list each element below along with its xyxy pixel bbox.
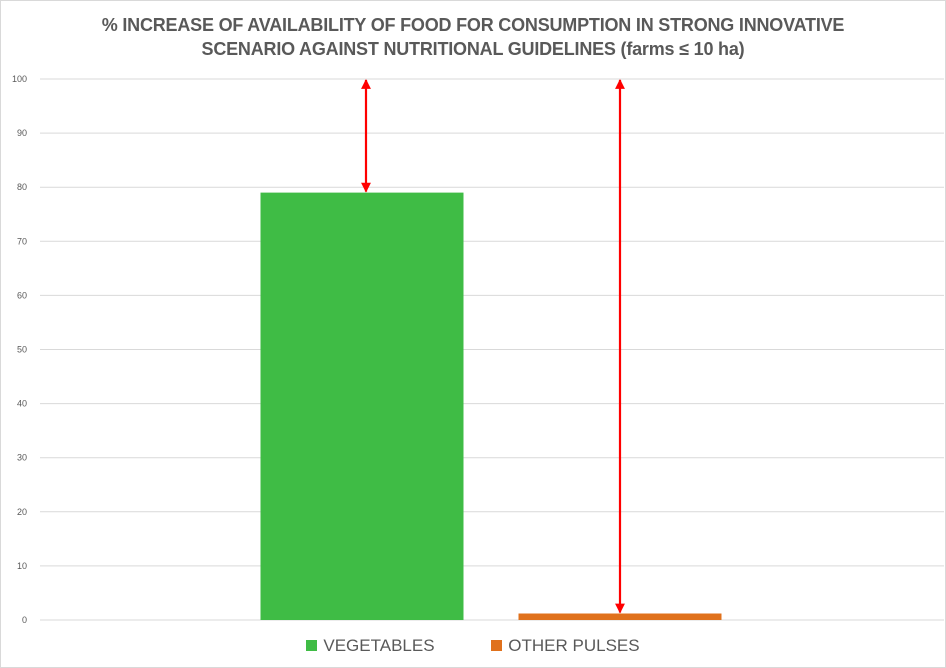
chart-title: % INCREASE OF AVAILABILITY OF FOOD FOR C… xyxy=(60,13,886,61)
legend-label-vegetables: VEGETABLES xyxy=(323,636,435,655)
y-tick-label-90: 90 xyxy=(17,128,27,138)
y-tick-label-50: 50 xyxy=(17,345,27,355)
bar-vegetables xyxy=(260,192,464,621)
legend-swatch-other-pulses xyxy=(491,640,503,651)
y-tick-label-60: 60 xyxy=(17,290,27,300)
y-tick-label-80: 80 xyxy=(17,182,27,192)
chart-title-line-2: SCENARIO AGAINST NUTRITIONAL GUIDELINES … xyxy=(201,39,745,59)
legend: VEGETABLES OTHER PULSES xyxy=(0,636,946,656)
y-tick-label-70: 70 xyxy=(17,236,27,246)
legend-item-other-pulses: OTHER PULSES xyxy=(491,636,640,656)
bar-other-pulses xyxy=(518,613,722,620)
legend-label-other-pulses: OTHER PULSES xyxy=(508,636,640,655)
chart-title-line-1: % INCREASE OF AVAILABILITY OF FOOD FOR C… xyxy=(101,15,845,35)
y-tick-label-20: 20 xyxy=(17,507,27,517)
y-tick-label-100: 100 xyxy=(12,74,27,84)
legend-item-vegetables: VEGETABLES xyxy=(306,636,435,656)
y-tick-label-30: 30 xyxy=(17,453,27,463)
legend-swatch-vegetables xyxy=(306,640,318,651)
y-tick-label-40: 40 xyxy=(17,399,27,409)
y-tick-label-10: 10 xyxy=(17,561,27,571)
y-tick-label-0: 0 xyxy=(22,615,27,625)
